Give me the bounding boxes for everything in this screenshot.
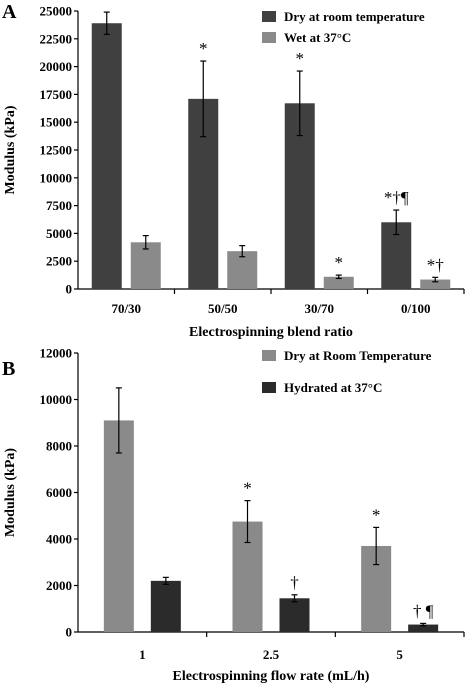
- x-tick-label: 0/100: [401, 301, 431, 316]
- y-tick-label: 10000: [40, 170, 73, 185]
- legend-swatch: [262, 382, 276, 393]
- bar: [279, 598, 310, 632]
- y-tick-label: 6000: [46, 485, 72, 500]
- legend-label: Dry at Room Temperature: [284, 348, 432, 363]
- x-tick-label: 5: [396, 647, 403, 662]
- significance-marker: †: [290, 573, 299, 592]
- significance-marker: † ¶: [413, 601, 434, 620]
- y-axis-title: Modulus (kPa): [3, 448, 18, 537]
- significance-marker: *†¶: [384, 188, 409, 207]
- x-tick-label: 2.5: [263, 647, 280, 662]
- bar: [408, 624, 439, 632]
- y-tick-label: 0: [66, 282, 73, 297]
- bar: [150, 580, 181, 632]
- panel-a: A 0 2500 5000 7500 10000 12500 15000 17500 20000 2…: [2, 1, 465, 340]
- panel-letter: A: [2, 1, 17, 23]
- bar: [130, 242, 161, 289]
- y-tick-label: 17500: [40, 87, 73, 102]
- x-tick-label: 1: [139, 647, 146, 662]
- x-tick-label: 70/30: [111, 301, 141, 316]
- bar: [227, 251, 258, 289]
- y-tick-label: 0: [66, 625, 73, 640]
- legend-label: Dry at room temperature: [284, 9, 425, 24]
- panel-letter: B: [2, 358, 15, 380]
- significance-marker: *: [199, 39, 208, 58]
- y-tick-label: 12500: [40, 143, 73, 158]
- y-tick-label: 12000: [40, 346, 73, 361]
- legend-swatch: [262, 32, 276, 43]
- y-tick-label: 5000: [46, 226, 72, 241]
- y-tick-label: 2000: [46, 578, 72, 593]
- significance-marker: *: [372, 505, 381, 524]
- x-tick-label: 50/50: [208, 301, 238, 316]
- x-axis-title: Electrospinning blend ratio: [189, 325, 353, 340]
- bar: [420, 279, 451, 289]
- bar: [103, 420, 134, 632]
- y-tick-label: 15000: [40, 115, 73, 130]
- x-axis-title: Electrospinning flow rate (mL/h): [173, 669, 370, 684]
- y-tick-label: 7500: [46, 198, 72, 213]
- bar: [91, 23, 122, 290]
- y-tick-label: 8000: [46, 439, 72, 454]
- legend-label: Hydrated at 37°C: [284, 380, 382, 395]
- significance-marker: *†: [427, 255, 444, 274]
- legend-swatch: [262, 350, 276, 361]
- legend-label: Wet at 37°C: [284, 30, 351, 45]
- significance-marker: *: [335, 253, 344, 272]
- y-tick-label: 10000: [40, 392, 73, 407]
- y-tick-label: 20000: [40, 59, 73, 74]
- y-tick-label: 4000: [46, 532, 72, 547]
- legend: Dry at room temperature Wet at 37°C: [262, 9, 425, 45]
- panel-b: B 0 2000 4000 6000 8000 10000 12000 1 2.5 5 * * † † ¶ E…: [2, 346, 465, 684]
- y-tick-label: 25000: [40, 4, 73, 19]
- y-axis-title: Modulus (kPa): [3, 105, 18, 194]
- x-tick-label: 30/70: [304, 301, 334, 316]
- y-tick-label: 22500: [40, 31, 73, 46]
- bar: [323, 276, 354, 289]
- significance-marker: *: [296, 49, 305, 68]
- y-tick-label: 2500: [46, 254, 72, 269]
- legend: Dry at Room Temperature Hydrated at 37°C: [262, 348, 432, 395]
- legend-swatch: [262, 11, 276, 22]
- significance-marker: *: [243, 479, 252, 498]
